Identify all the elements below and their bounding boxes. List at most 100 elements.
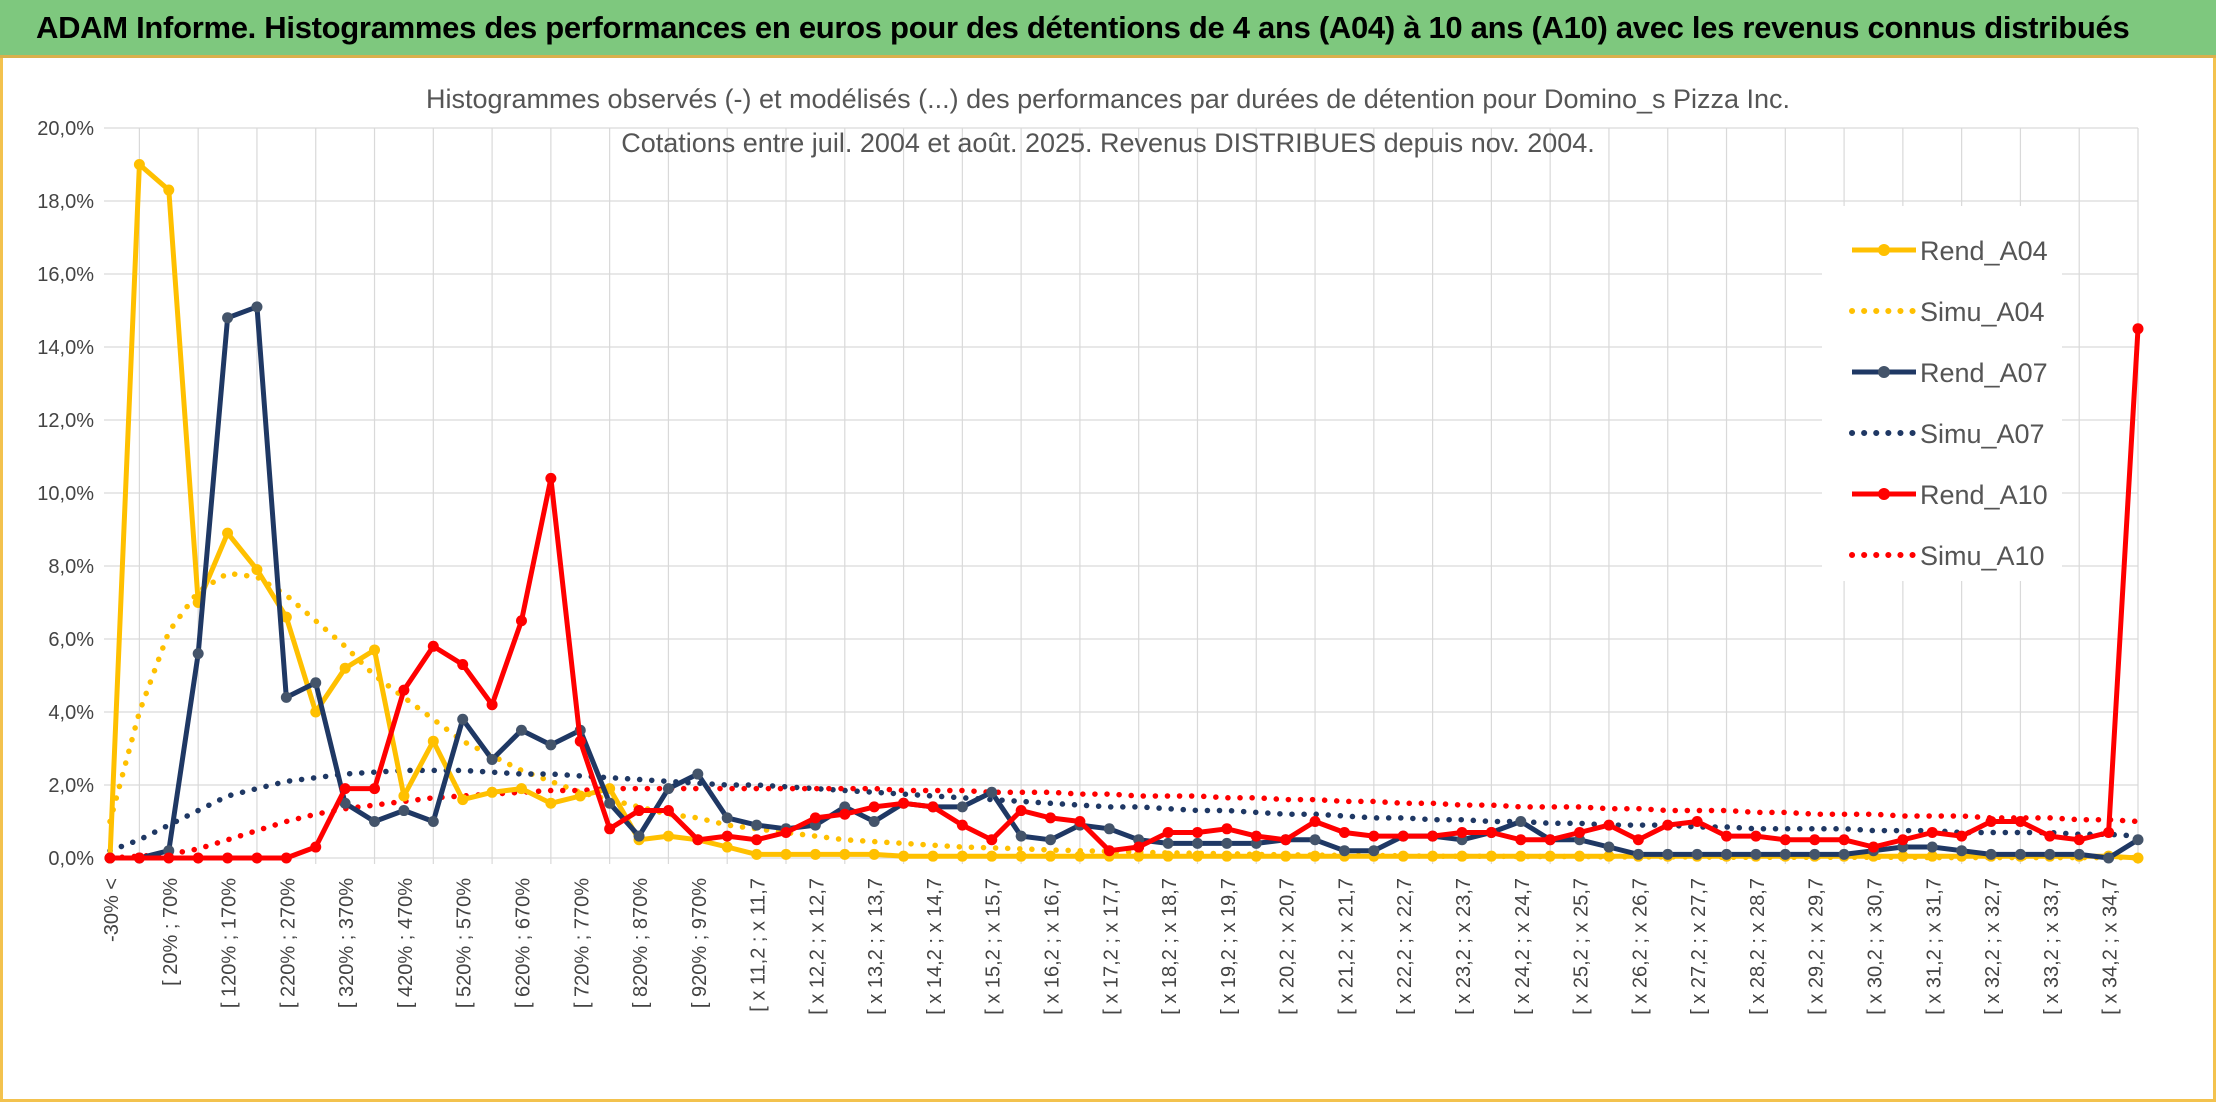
data-point xyxy=(192,852,204,864)
data-point xyxy=(1427,830,1439,842)
data-point xyxy=(251,564,263,576)
data-point xyxy=(280,852,292,864)
data-point xyxy=(457,713,469,725)
data-point xyxy=(1721,830,1733,842)
x-tick-label: [ 220% ; 270% xyxy=(277,878,299,1008)
data-point xyxy=(604,797,616,809)
data-point xyxy=(986,834,998,846)
x-tick-label: [ x 29,2 ; x 29,7 xyxy=(1806,878,1828,1015)
report-title: ADAM Informe. Histogrammes des performan… xyxy=(36,10,2130,45)
x-tick-label: [ x 33,2 ; x 33,7 xyxy=(2041,878,2063,1015)
legend: Rend_A04 Simu_A04 Rend_A07 Simu_A07 Rend_A10… xyxy=(1822,206,2062,581)
data-point xyxy=(2132,323,2144,335)
x-tick-label: [ 520% ; 570% xyxy=(454,878,476,1008)
legend-marker xyxy=(1878,488,1890,500)
y-axis: 0,0% 2,0% 4,0% 6,0% 8,0% 10,0% 12,0% 14,0% 16,0%… xyxy=(37,118,94,870)
x-tick-label: [ 620% ; 670% xyxy=(512,878,534,1008)
data-point xyxy=(310,706,322,718)
data-point xyxy=(251,301,263,313)
y-tick-label: 0,0% xyxy=(48,848,94,870)
x-tick-label: [ x 12,2 ; x 12,7 xyxy=(806,878,828,1015)
legend-background xyxy=(1822,206,2062,581)
data-point xyxy=(1427,850,1439,862)
y-tick-label: 8,0% xyxy=(48,556,94,578)
data-point xyxy=(1956,830,1968,842)
data-point xyxy=(1809,834,1821,846)
data-point xyxy=(104,852,116,864)
data-point xyxy=(545,472,557,484)
data-point xyxy=(1133,841,1145,853)
data-point xyxy=(545,797,557,809)
data-point xyxy=(1456,850,1468,862)
data-point xyxy=(369,644,381,656)
data-point xyxy=(2044,830,2056,842)
data-point xyxy=(2014,816,2026,827)
x-tick-label: [ x 13,2 ; x 13,7 xyxy=(865,878,887,1015)
x-tick-label: [ x 25,2 ; x 25,7 xyxy=(1571,878,1593,1015)
x-tick-label: [ 720% ; 770% xyxy=(571,878,593,1008)
series-rend-a07 xyxy=(104,301,2144,864)
series-line xyxy=(107,570,2141,861)
data-point xyxy=(1603,819,1615,831)
data-point xyxy=(1632,848,1644,860)
data-point xyxy=(192,648,204,660)
data-point xyxy=(280,691,292,703)
data-point xyxy=(1838,834,1850,846)
data-point xyxy=(1162,826,1174,838)
data-point xyxy=(1368,845,1380,857)
data-point xyxy=(1309,816,1321,827)
data-point xyxy=(1721,848,1733,860)
data-point xyxy=(1574,826,1586,838)
legend-entry: Rend_A07 xyxy=(1852,358,2048,388)
data-point xyxy=(868,801,880,813)
data-point xyxy=(1867,841,1879,853)
data-point xyxy=(662,830,674,842)
legend-label: Rend_A07 xyxy=(1920,358,2048,388)
data-point xyxy=(1015,830,1027,842)
x-tick-label: [ x 16,2 ; x 16,7 xyxy=(1042,878,1064,1015)
data-point xyxy=(1926,850,1938,862)
x-tick-label: [ 920% ; 970% xyxy=(689,878,711,1008)
data-point xyxy=(1515,834,1527,846)
legend-label: Simu_A04 xyxy=(1920,297,2045,327)
data-point xyxy=(457,659,469,671)
data-point xyxy=(251,852,263,864)
series-line xyxy=(110,304,2140,861)
legend-entry: Rend_A04 xyxy=(1852,236,2048,266)
data-point xyxy=(1838,848,1850,860)
y-tick-label: 2,0% xyxy=(48,775,94,797)
data-point xyxy=(1015,850,1027,862)
data-point xyxy=(1985,816,1997,827)
data-point xyxy=(339,783,351,795)
data-point xyxy=(2132,852,2144,864)
performance-histogram-chart: 0,0% 2,0% 4,0% 6,0% 8,0% 10,0% 12,0% 14,0% 16,0%… xyxy=(37,84,2144,1015)
data-point xyxy=(515,783,527,795)
x-tick-label: [ x 31,2 ; x 31,7 xyxy=(1923,878,1945,1015)
data-point xyxy=(1338,826,1350,838)
data-point xyxy=(1926,841,1938,853)
data-point xyxy=(604,823,616,835)
data-point xyxy=(1162,837,1174,849)
data-point xyxy=(1603,850,1615,862)
data-point xyxy=(986,850,998,862)
x-tick-label: [ x 19,2 ; x 19,7 xyxy=(1218,878,1240,1015)
data-point xyxy=(1015,805,1027,817)
data-point xyxy=(868,816,880,827)
y-tick-label: 10,0% xyxy=(37,483,94,505)
data-point xyxy=(1662,819,1674,831)
data-point xyxy=(339,662,351,674)
data-point xyxy=(2103,852,2115,864)
x-tick-label: [ x 20,2 ; x 20,7 xyxy=(1277,878,1299,1015)
x-tick-label: [ x 24,2 ; x 24,7 xyxy=(1512,878,1534,1015)
data-point xyxy=(398,790,410,802)
data-point xyxy=(515,724,527,736)
data-point xyxy=(163,184,175,196)
data-point xyxy=(809,812,821,824)
data-point xyxy=(1074,850,1086,862)
data-point xyxy=(1397,830,1409,842)
data-point xyxy=(369,816,381,827)
data-point xyxy=(721,812,733,824)
series-line xyxy=(110,328,2141,861)
data-point xyxy=(1809,848,1821,860)
data-point xyxy=(751,848,763,860)
